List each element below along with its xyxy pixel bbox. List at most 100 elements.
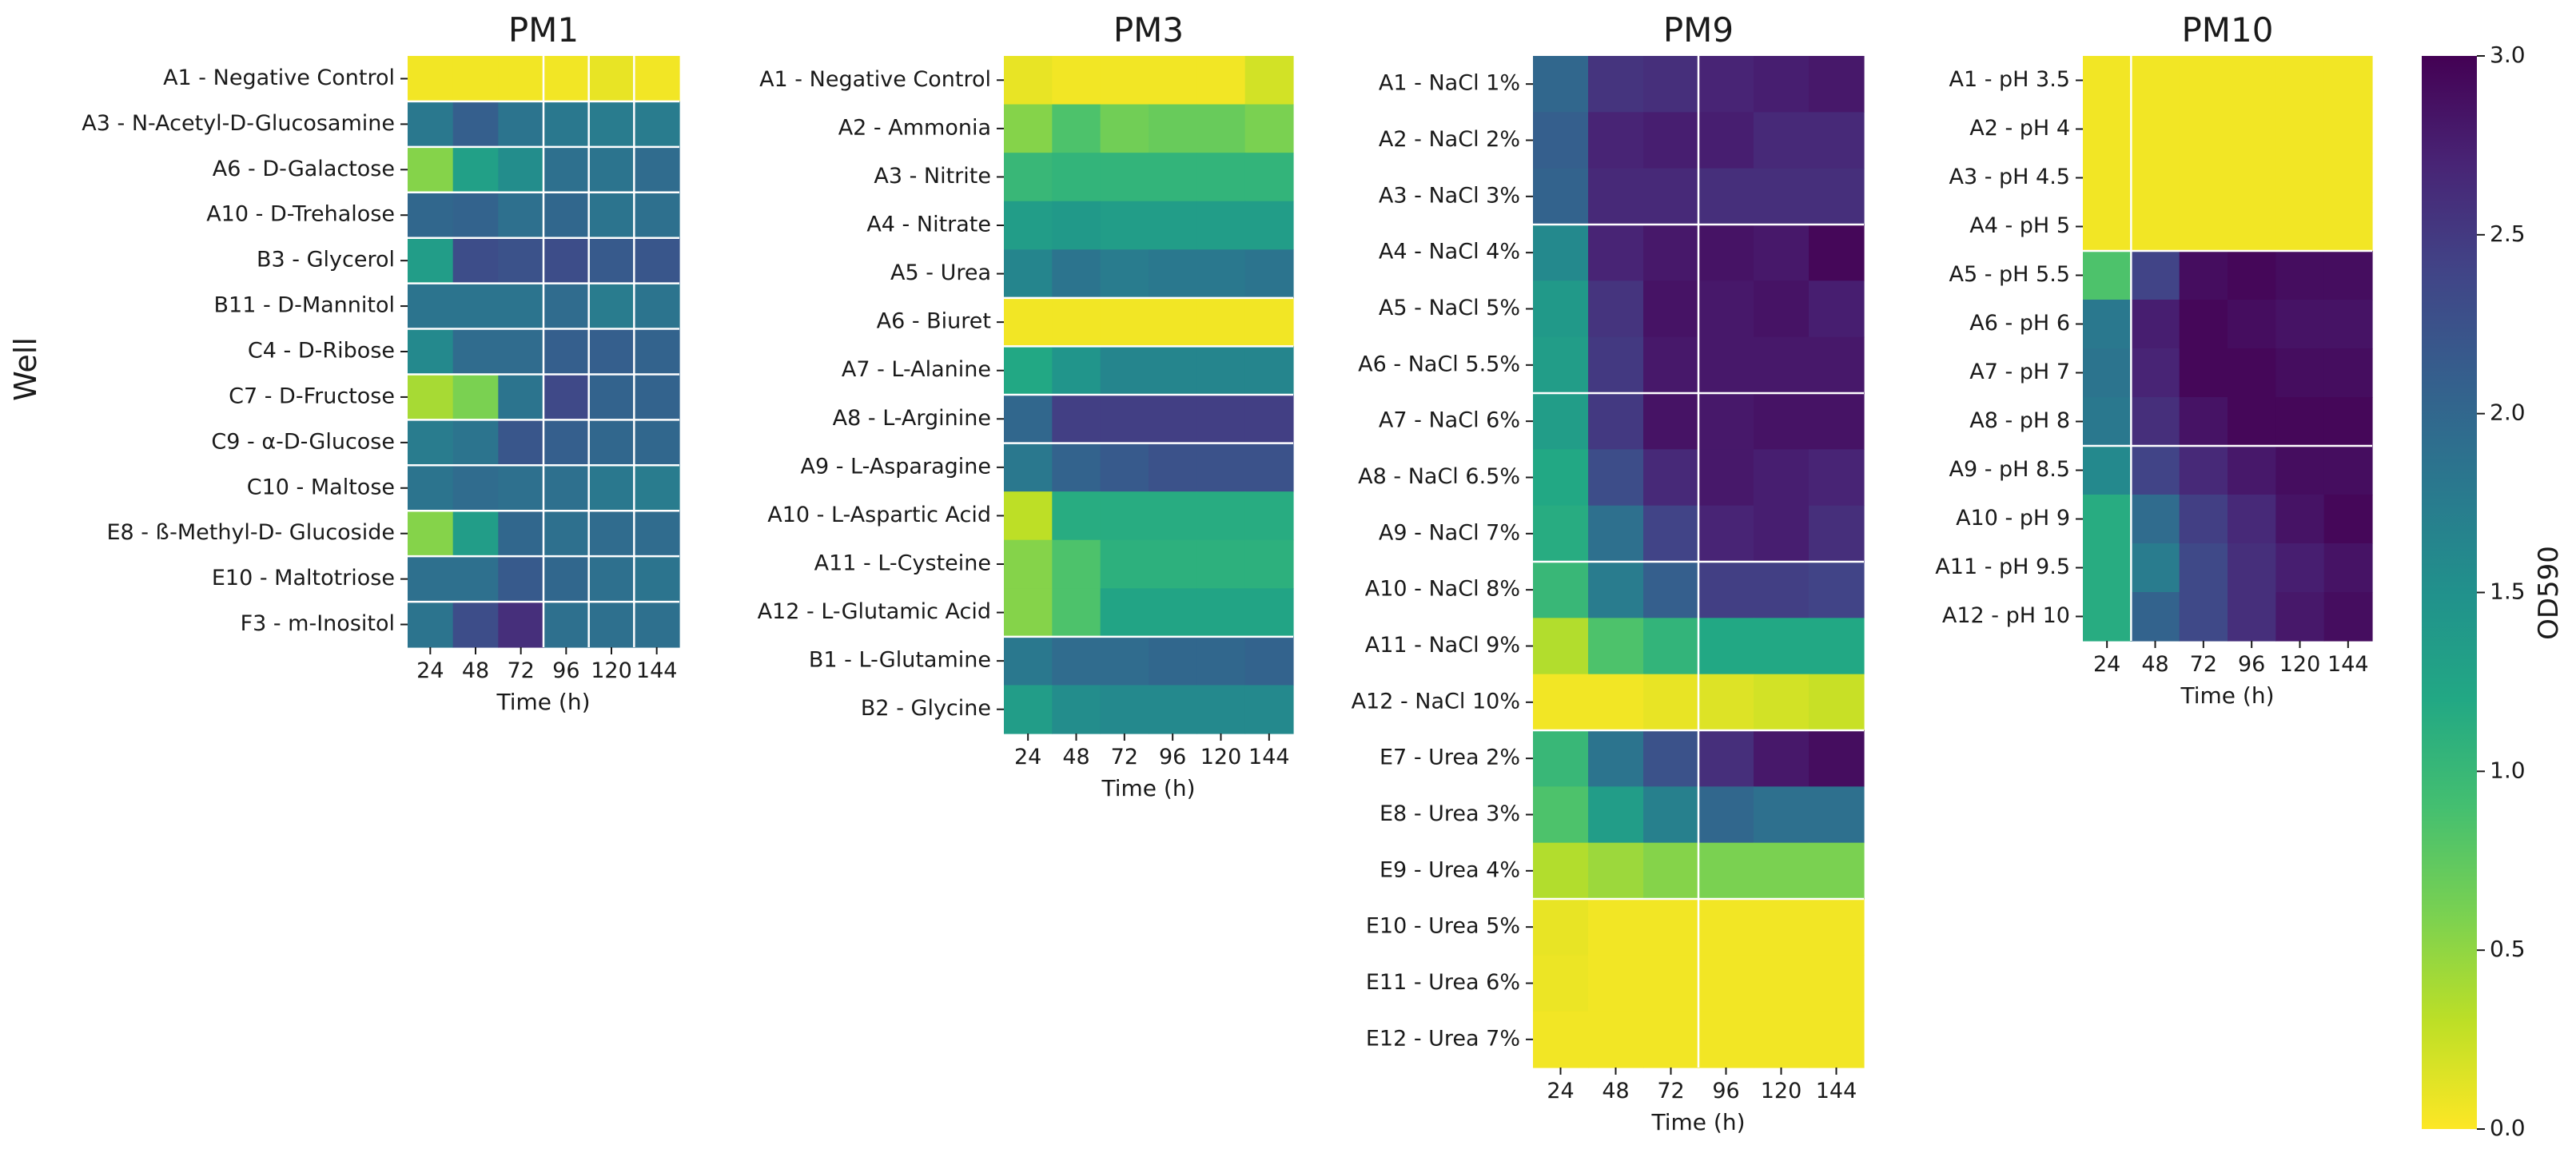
- heatmap-cell: [634, 465, 680, 511]
- heatmap-cell: [1052, 104, 1101, 153]
- heatmap-cell: [2083, 348, 2132, 398]
- x-tick-label: 48: [1602, 1079, 1629, 1103]
- pm9-cells: [1533, 56, 1865, 1068]
- heatmap-cell: [452, 192, 499, 239]
- heatmap-cell: [1004, 588, 1053, 638]
- row-label: A2 - NaCl 2%: [1379, 127, 1520, 152]
- heatmap-cell: [1052, 491, 1101, 541]
- heatmap-cell: [2275, 202, 2325, 252]
- row-label: A7 - L-Alanine: [842, 357, 991, 382]
- heatmap-cell: [2179, 397, 2228, 447]
- heatmap-cell: [1698, 112, 1754, 169]
- heatmap-cell: [1588, 56, 1644, 113]
- panel-pm10: PM10 A1 - pH 3.5 A2 - pH 4 A3 - pH 4.5 A4 -…: [1935, 10, 2373, 709]
- pm9-grid: [1533, 56, 1864, 1068]
- heatmap-cell: [1533, 899, 1589, 956]
- x-tick-label: 72: [1657, 1079, 1684, 1103]
- row-label: A4 - pH 5: [1969, 213, 2070, 238]
- heatmap-cell: [2131, 202, 2180, 252]
- colorbar-tick-label: 1.0: [2490, 757, 2526, 783]
- heatmap-cell: [1533, 225, 1589, 281]
- heatmap-cell: [1100, 201, 1149, 250]
- heatmap-cell: [543, 556, 590, 602]
- heatmap-cell: [408, 192, 454, 239]
- heatmap-cell: [2275, 543, 2325, 593]
- heatmap-cell: [2131, 300, 2180, 349]
- heatmap-cell: [1809, 112, 1865, 169]
- heatmap-cell: [1754, 393, 1810, 450]
- x-tick-label: 144: [1248, 745, 1290, 769]
- heatmap-cell: [1643, 786, 1699, 844]
- heatmap-cell: [634, 556, 680, 602]
- heatmap-cell: [588, 602, 635, 648]
- row-label: A2 - Ammonia: [838, 115, 991, 140]
- heatmap-cell: [1533, 842, 1589, 900]
- heatmap-cell: [2179, 251, 2228, 300]
- heatmap-cell: [498, 602, 544, 648]
- heatmap-cell: [1754, 505, 1810, 563]
- heatmap-cell: [2131, 56, 2180, 105]
- heatmap-cell: [1643, 393, 1699, 450]
- heatmap-cell: [1533, 562, 1589, 618]
- heatmap-cell: [543, 328, 590, 376]
- heatmap-cell: [1809, 786, 1865, 844]
- heatmap-cell: [1100, 395, 1149, 444]
- pm9-x-ticks: 24 48 72 96 120 144: [1547, 1068, 1857, 1103]
- heatmap-cell: [452, 237, 499, 284]
- heatmap-cell: [2228, 251, 2276, 300]
- heatmap-cell: [1698, 562, 1754, 618]
- heatmap-cell: [2179, 105, 2228, 154]
- heatmap-cell: [1149, 153, 1197, 202]
- row-label: B11 - D-Mannitol: [214, 293, 396, 318]
- heatmap-cell: [2323, 105, 2373, 154]
- heatmap-cell: [1754, 730, 1810, 787]
- heatmap-cell: [588, 328, 635, 376]
- heatmap-cell: [1004, 346, 1053, 396]
- row-label: A8 - NaCl 6.5%: [1358, 464, 1520, 489]
- heatmap-cell: [1196, 491, 1246, 541]
- heatmap-cell: [2228, 495, 2276, 544]
- heatmap-cell: [408, 328, 454, 376]
- heatmap-cell: [1052, 685, 1101, 734]
- row-label: B3 - Glycerol: [257, 248, 395, 272]
- heatmap-cell: [1052, 153, 1101, 202]
- x-tick-label: 96: [1159, 745, 1186, 769]
- heatmap-cell: [1533, 786, 1589, 844]
- heatmap-cell: [2228, 446, 2276, 495]
- row-label: E7 - Urea 2%: [1380, 745, 1520, 770]
- heatmap-cell: [543, 237, 590, 284]
- heatmap-cell: [498, 556, 544, 602]
- heatmap-cell: [452, 56, 499, 102]
- heatmap-cell: [588, 374, 635, 420]
- heatmap-cell: [1588, 112, 1644, 169]
- heatmap-cell: [1244, 491, 1294, 541]
- heatmap-cell: [1754, 618, 1810, 675]
- heatmap-cell: [498, 237, 544, 284]
- heatmap-cell: [498, 101, 544, 148]
- heatmap-cell: [2228, 202, 2276, 252]
- heatmap-cell: [1149, 588, 1197, 638]
- pm10-cells: [2083, 56, 2373, 642]
- heatmap-cell: [2131, 446, 2180, 495]
- heatmap-cell: [543, 419, 590, 466]
- heatmap-cell: [452, 328, 499, 376]
- heatmap-cell: [1643, 842, 1699, 900]
- x-tick-label: 72: [1111, 745, 1138, 769]
- heatmap-cell: [1754, 955, 1810, 1012]
- pm3-row-labels: A1 - Negative Control A2 - Ammonia A3 - Ni…: [758, 67, 1004, 721]
- row-label: A10 - D-Trehalose: [206, 202, 395, 227]
- heatmap-cell: [1698, 786, 1754, 844]
- colorbar-label: OD590: [2533, 546, 2565, 640]
- row-label: A6 - pH 6: [1969, 311, 2070, 336]
- heatmap-cell: [1754, 449, 1810, 507]
- heatmap-cell: [2228, 543, 2276, 593]
- heatmap-cell: [588, 192, 635, 239]
- heatmap-cell: [2323, 56, 2373, 105]
- heatmap-cell: [1698, 1011, 1754, 1068]
- heatmap-cell: [408, 101, 454, 148]
- heatmap-cell: [1809, 393, 1865, 450]
- row-label: A12 - NaCl 10%: [1352, 689, 1520, 714]
- heatmap-cell: [634, 192, 680, 239]
- panel-pm3: PM3 A1 - Negative Control A2 - Ammonia A3 …: [758, 10, 1294, 801]
- heatmap-cell: [1244, 346, 1294, 396]
